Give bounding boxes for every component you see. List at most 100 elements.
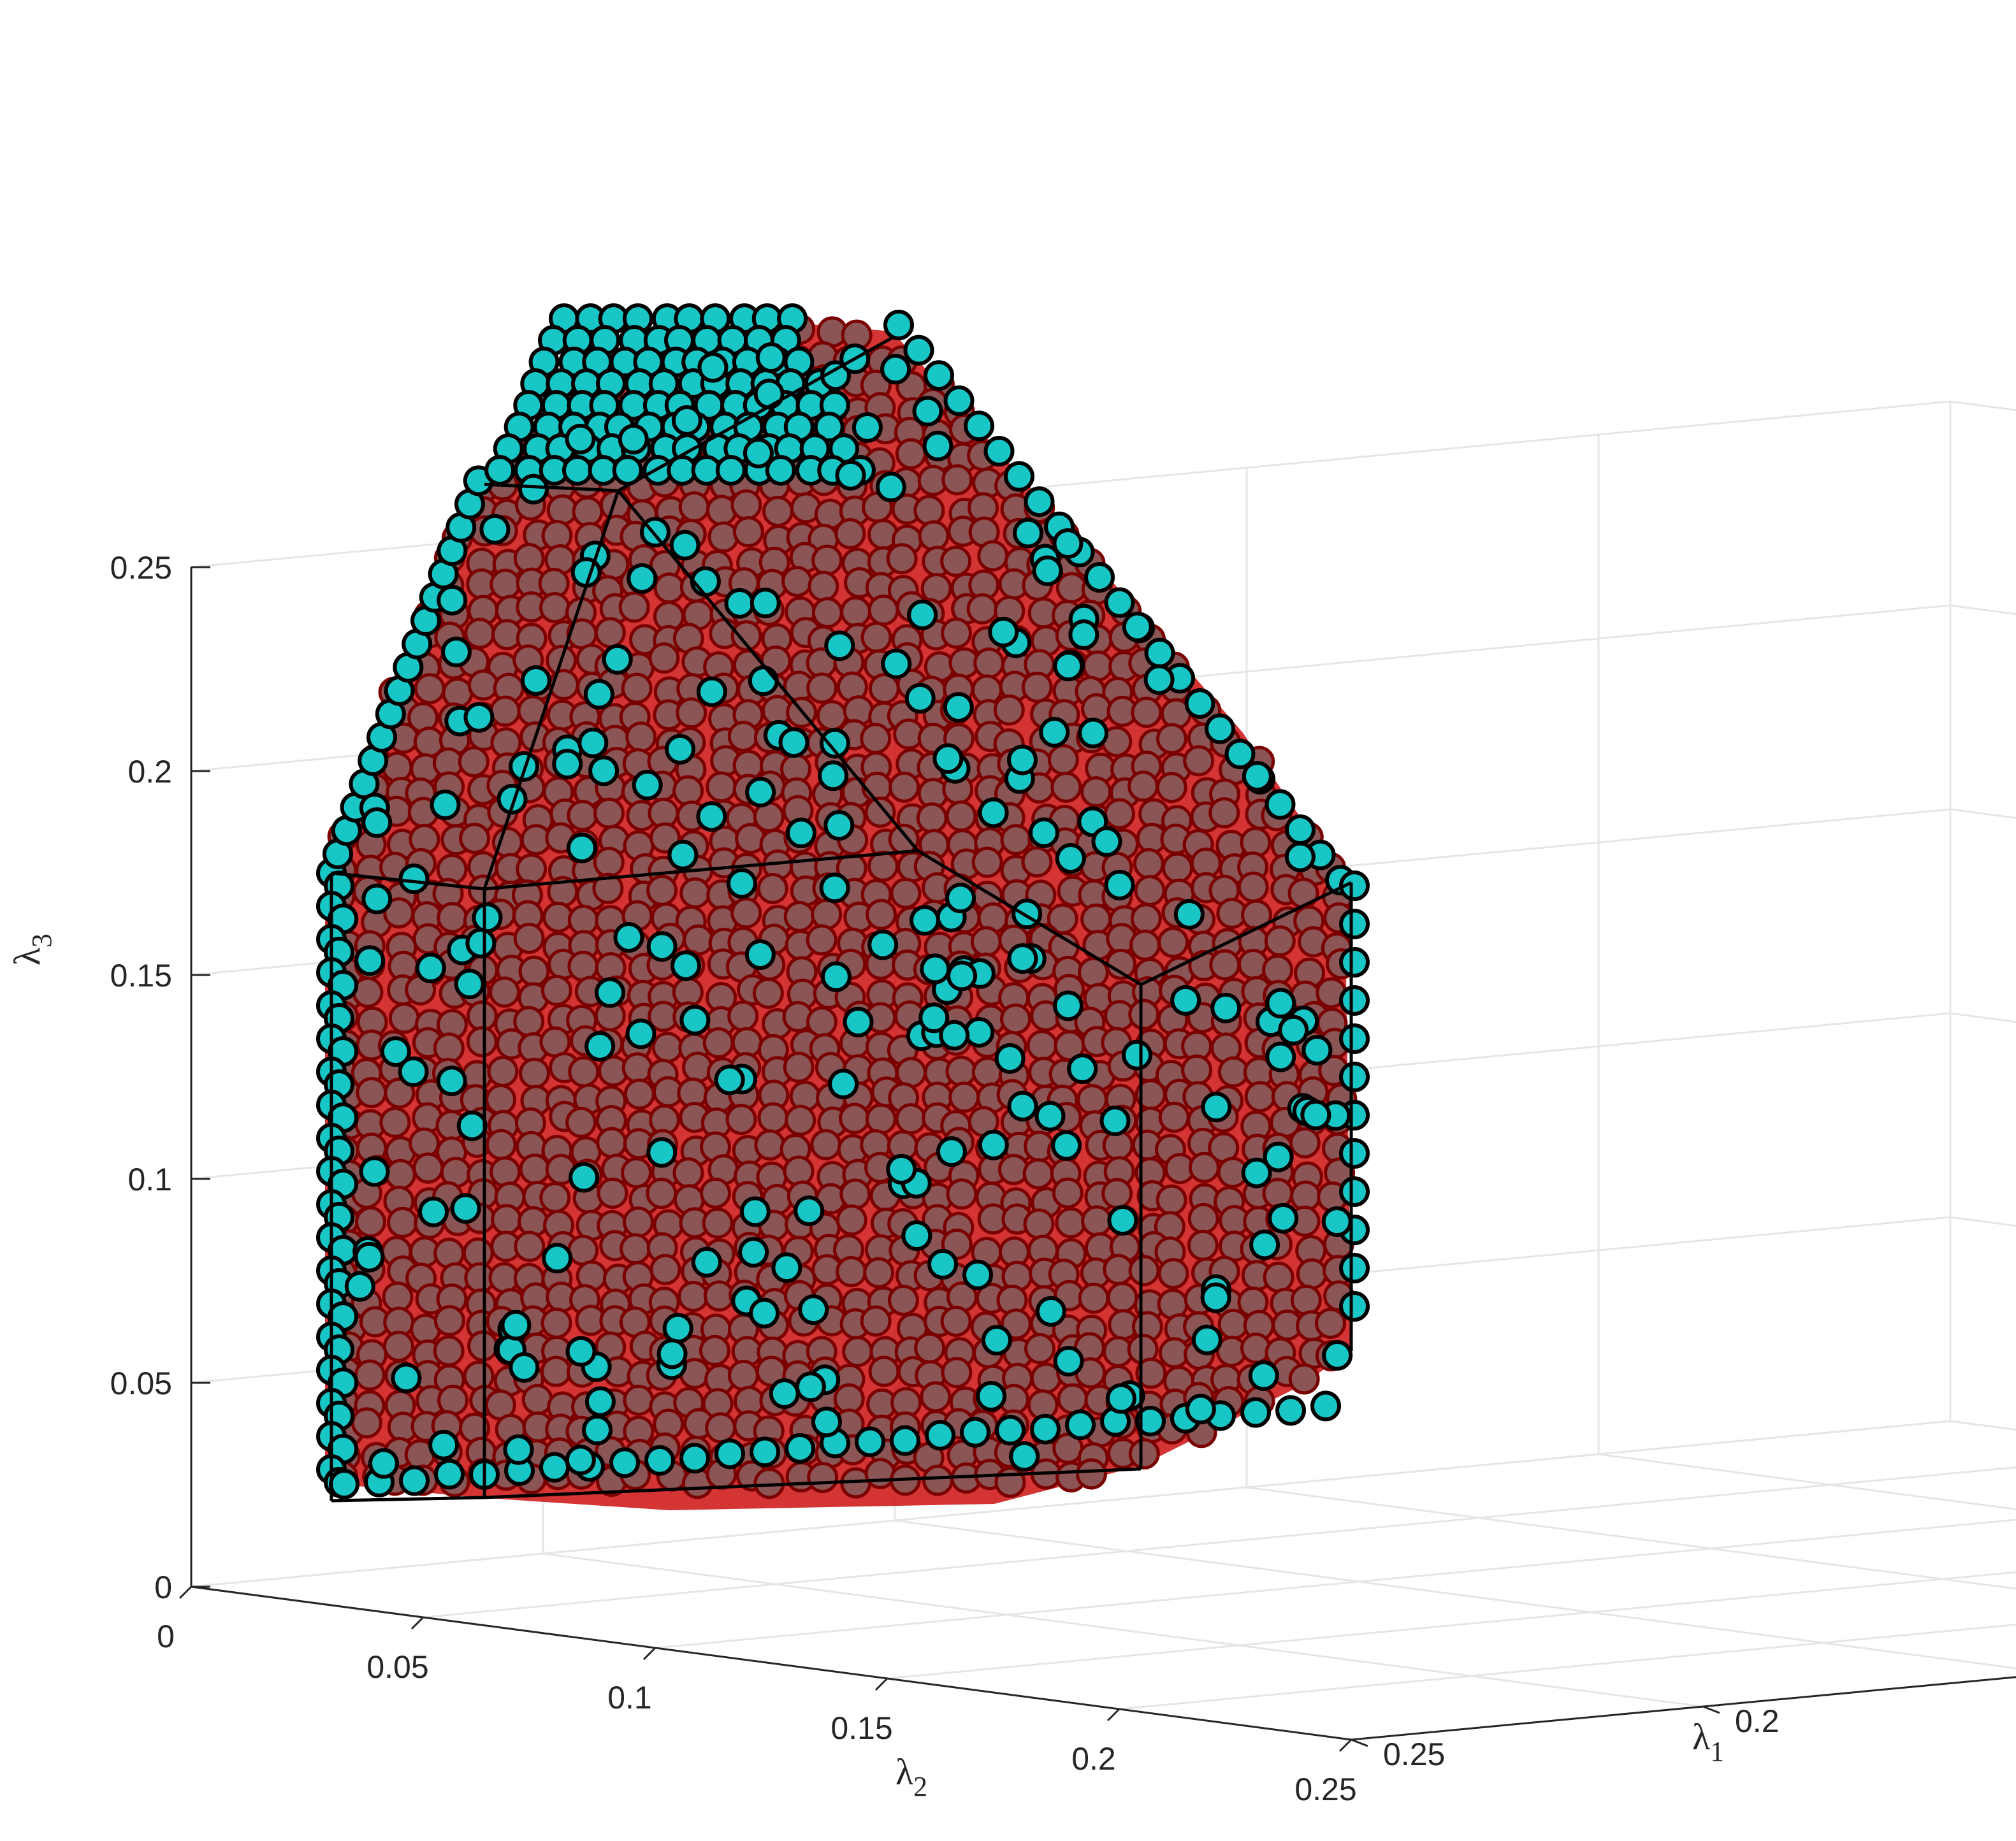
z-tick-label: 0.05 [110, 1366, 172, 1401]
data-point-marker [472, 902, 503, 934]
surface-disc [783, 1155, 815, 1187]
data-point-marker [1053, 651, 1084, 682]
data-point-marker [1004, 461, 1034, 492]
surface-disc [732, 516, 764, 548]
data-point [1241, 1157, 1272, 1188]
surface-disc [572, 496, 604, 528]
data-point-marker [715, 455, 746, 486]
data-point-marker [691, 1246, 722, 1278]
surface-disc [1129, 929, 1161, 961]
data-point-marker [880, 354, 911, 385]
data-point-marker [329, 1469, 359, 1500]
data-point [509, 1352, 540, 1383]
surface-disc [1237, 871, 1269, 903]
data-point-marker [981, 1325, 1012, 1356]
polytope-edges [330, 336, 1353, 1503]
data-point [565, 1445, 596, 1476]
data-point-marker [582, 1415, 613, 1446]
data-point-marker [875, 472, 906, 503]
data-point-marker [753, 379, 785, 410]
grid-line [1950, 1012, 2016, 1023]
data-point-marker [434, 1459, 465, 1490]
surface-disc [941, 464, 973, 496]
y-tick [1338, 1738, 1352, 1752]
surface-disc [539, 592, 570, 624]
data-point [646, 931, 678, 962]
data-point-marker [1144, 637, 1175, 668]
y-tick [1106, 1708, 1120, 1722]
data-point [946, 960, 978, 992]
grid-line [1950, 604, 2016, 616]
data-point-marker [743, 437, 774, 468]
data-point-marker [918, 1002, 950, 1034]
data-point-marker [932, 743, 964, 774]
data-point [465, 927, 497, 958]
surface-disc [702, 1027, 734, 1059]
grid-line [1598, 1453, 2016, 1510]
surface-disc [941, 1357, 973, 1389]
surface-disc [860, 621, 892, 653]
surface-disc [727, 1000, 759, 1032]
data-point-marker [922, 430, 954, 461]
data-point [667, 839, 699, 870]
data-point-marker [1210, 992, 1242, 1023]
data-point [988, 616, 1019, 647]
surface-disc [489, 568, 521, 600]
data-point-marker [714, 1438, 745, 1469]
data-point [644, 1445, 675, 1476]
surface-disc [1314, 1308, 1346, 1339]
surface-disc [408, 1127, 440, 1159]
data-point [1143, 664, 1175, 695]
surface-disc [540, 1355, 572, 1387]
data-point-marker [565, 1336, 597, 1367]
surface-disc [994, 1466, 1026, 1498]
data-point-marker [855, 1426, 885, 1457]
data-point-marker [907, 599, 938, 630]
data-point [602, 644, 633, 675]
surface-disc [860, 1305, 892, 1337]
data-point-marker [584, 1386, 616, 1417]
data-point-marker [943, 385, 975, 416]
surface-disc [948, 1081, 980, 1113]
data-point-marker [724, 588, 755, 619]
data-point [943, 692, 974, 723]
data-point [1339, 947, 1370, 978]
data-point [755, 342, 787, 373]
surface-disc [860, 723, 892, 754]
data-point [354, 945, 386, 976]
data-point-marker [552, 749, 583, 780]
data-point [715, 455, 746, 486]
data-point [566, 832, 597, 863]
data-point-marker [745, 777, 776, 808]
surface-disc [807, 1462, 839, 1494]
data-point-marker [795, 1371, 826, 1403]
surface-disc [539, 1026, 571, 1058]
data-point [1084, 562, 1115, 593]
surface-disc [890, 877, 922, 909]
data-point [1028, 817, 1059, 848]
surface-disc [1290, 1284, 1322, 1316]
data-point-marker [1265, 988, 1296, 1019]
data-point-marker [843, 1006, 874, 1037]
data-point [964, 410, 994, 442]
data-point-marker [1034, 1101, 1066, 1132]
data-point [1104, 869, 1135, 900]
data-point-marker [978, 797, 1009, 828]
data-point [769, 1378, 800, 1410]
surface-disc [567, 1234, 599, 1266]
surface-disc [810, 1129, 842, 1160]
data-point-marker [901, 1220, 932, 1251]
data-point [1013, 517, 1044, 549]
surface-disc [593, 797, 625, 829]
data-point-marker [1240, 1397, 1271, 1428]
surface-disc [887, 1284, 919, 1316]
data-point-marker [1249, 1229, 1280, 1260]
data-point-marker [662, 1313, 693, 1344]
data-point [1144, 637, 1175, 668]
data-point [819, 872, 850, 904]
surface-disc [653, 572, 685, 604]
data-point [562, 455, 593, 486]
surface-disc [623, 1384, 655, 1416]
x-tick-label: 0.2 [1735, 1703, 1780, 1739]
surface-disc [1263, 1261, 1294, 1293]
